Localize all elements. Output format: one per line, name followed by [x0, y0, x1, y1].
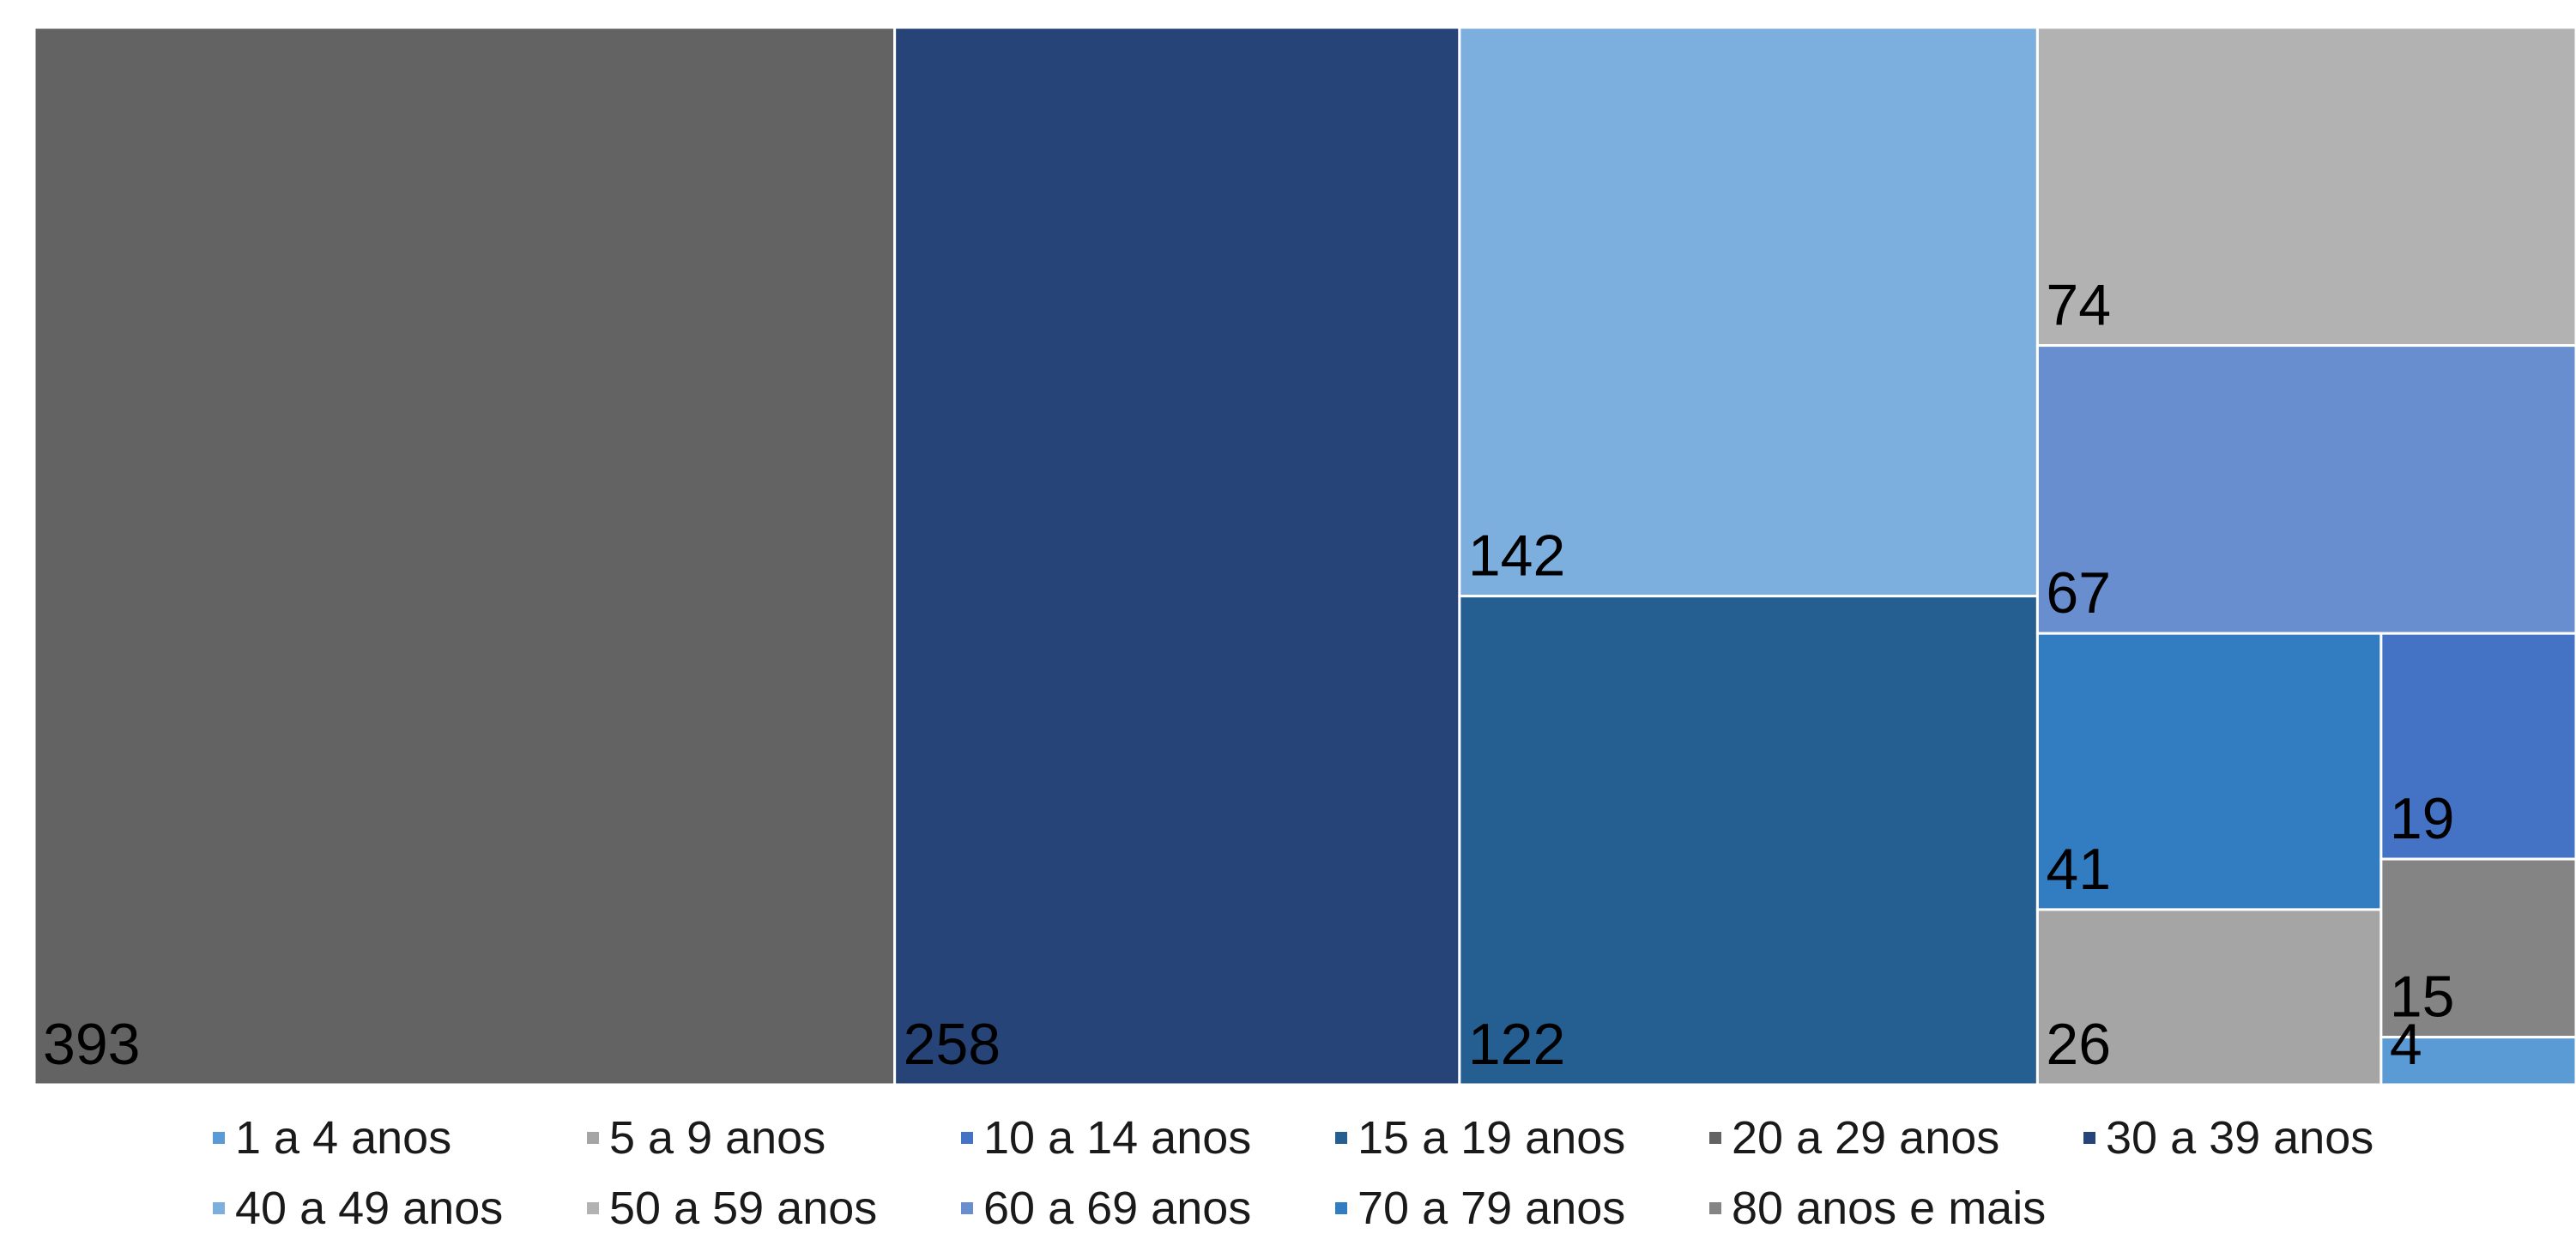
tile-70-a-79-anos: 41	[2035, 632, 2383, 911]
tile-value-label: 15	[2390, 965, 2455, 1030]
legend-swatch	[961, 1202, 973, 1214]
legend-swatch	[961, 1132, 973, 1144]
chart-legend: 1 a 4 anos 5 a 9 anos 10 a 14 anos 15 a 19 …	[213, 1107, 2410, 1240]
tile-rect	[2035, 632, 2383, 911]
legend-item-15-a-19-anos: 15 a 19 anos	[1335, 1107, 1625, 1169]
tile-value-label: 393	[43, 1012, 140, 1077]
legend-swatch	[587, 1202, 599, 1214]
tile-15-a-19-anos: 122	[1458, 595, 2039, 1086]
legend-swatch	[213, 1202, 225, 1214]
tile-value-label: 67	[2046, 560, 2111, 626]
tile-rect	[893, 26, 1461, 1086]
legend-item-40-a-49-anos: 40 a 49 anos	[213, 1177, 503, 1239]
legend-item-70-a-79-anos: 70 a 79 anos	[1335, 1177, 1625, 1239]
tile-80-anos-e-mais: 15	[2379, 857, 2576, 1039]
legend-item-20-a-29-anos: 20 a 29 anos	[1709, 1107, 1999, 1169]
tile-value-label: 74	[2046, 273, 2111, 338]
tile-value-label: 142	[1468, 523, 1565, 589]
legend-swatch	[1709, 1132, 1721, 1144]
tile-1-a-4-anos: 4	[2379, 1012, 2576, 1086]
tile-rect	[2035, 908, 2383, 1086]
legend-item-5-a-9-anos: 5 a 9 anos	[587, 1107, 825, 1169]
legend-swatch	[1335, 1202, 1347, 1214]
tile-value-label: 41	[2046, 837, 2111, 902]
tile-value-label: 122	[1468, 1012, 1565, 1077]
legend-swatch	[1709, 1202, 1721, 1214]
legend-label: 30 a 39 anos	[2106, 1112, 2374, 1164]
legend-swatch	[213, 1132, 225, 1144]
tile-rect	[2379, 857, 2576, 1039]
legend-label: 20 a 29 anos	[1732, 1112, 2000, 1164]
legend-item-10-a-14-anos: 10 a 14 anos	[961, 1107, 1251, 1169]
tile-60-a-69-anos: 67	[2035, 344, 2576, 635]
tile-rect	[2035, 344, 2576, 635]
tile-rect	[2379, 632, 2576, 861]
tile-value-label: 258	[904, 1012, 1001, 1077]
legend-label: 10 a 14 anos	[983, 1112, 1252, 1164]
legend-swatch	[1335, 1132, 1347, 1144]
tile-50-a-59-anos: 74	[2035, 26, 2576, 348]
legend-label: 50 a 59 anos	[609, 1183, 878, 1234]
legend-swatch	[2083, 1132, 2095, 1144]
tile-value-label: 19	[2390, 786, 2455, 851]
legend-label: 60 a 69 anos	[983, 1183, 1252, 1234]
tile-rect	[1458, 595, 2039, 1086]
legend-label: 5 a 9 anos	[609, 1112, 826, 1164]
tile-30-a-39-anos: 258	[893, 26, 1461, 1086]
tile-value-label: 26	[2046, 1012, 2111, 1077]
legend-item-50-a-59-anos: 50 a 59 anos	[587, 1177, 877, 1239]
tile-5-a-9-anos: 26	[2035, 908, 2383, 1086]
tile-value-label: 4	[2390, 1012, 2422, 1077]
tile-rect	[1458, 26, 2039, 598]
tile-rect	[33, 26, 897, 1086]
tile-40-a-49-anos: 142	[1458, 26, 2039, 598]
legend-label: 15 a 19 anos	[1358, 1112, 1626, 1164]
legend-item-1-a-4-anos: 1 a 4 anos	[213, 1107, 451, 1169]
legend-item-60-a-69-anos: 60 a 69 anos	[961, 1177, 1251, 1239]
tile-rect	[2379, 1036, 2576, 1086]
legend-swatch	[587, 1132, 599, 1144]
legend-label: 70 a 79 anos	[1358, 1183, 1626, 1234]
tile-20-a-29-anos: 393	[33, 26, 897, 1086]
tile-10-a-14-anos: 19	[2379, 632, 2576, 861]
legend-label: 80 anos e mais	[1732, 1183, 2047, 1234]
legend-item-80-anos-e-mais: 80 anos e mais	[1709, 1177, 2046, 1239]
legend-item-30-a-39-anos: 30 a 39 anos	[2083, 1107, 2373, 1169]
legend-label: 1 a 4 anos	[235, 1112, 452, 1164]
legend-label: 40 a 49 anos	[235, 1183, 504, 1234]
tile-rect	[2035, 26, 2576, 348]
